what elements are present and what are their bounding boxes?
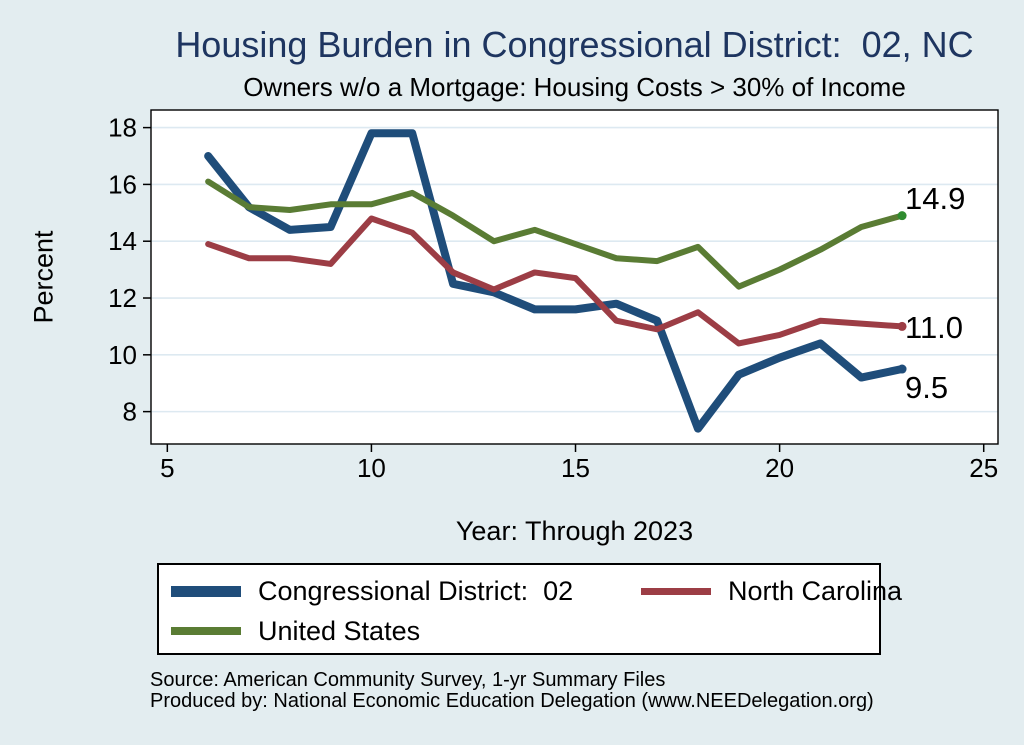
legend-item-congressional-district-02: Congressional District: 02 [171,574,573,608]
series-end-marker-united-states [897,211,907,221]
y-axis-title: Percent [28,230,59,324]
series-end-marker-north-carolina [897,321,907,331]
legend-item-united-states: United States [171,614,420,648]
plot-border [150,109,999,445]
chart-title: Housing Burden in Congressional District… [175,24,974,65]
x-axis-title: Year: Through 2023 [455,516,694,546]
legend: Congressional District: 02 North Carolin… [157,563,902,655]
chart-subtitle: Owners w/o a Mortgage: Housing Costs > 3… [243,72,906,102]
x-tick-label-20: 20 [765,453,794,483]
y-tick-label-18: 18 [108,113,137,143]
series-line-congressional-district-02 [204,129,907,433]
legend-label-united-states: United States [258,615,421,646]
source-note: Source: American Community Survey, 1-yr … [150,669,666,691]
x-tick-label-25: 25 [969,453,998,483]
y-tick-label-8: 8 [123,397,137,427]
end-value-label-district: 9.5 [905,370,949,405]
legend-swatch-district [171,585,241,597]
footer: Source: American Community Survey, 1-yr … [150,670,874,712]
x-tick-label-15: 15 [561,453,590,483]
housing-burden-line-chart: 8 10 12 14 16 18 5 10 15 20 25 [108,109,999,483]
y-tick-label-12: 12 [108,283,137,313]
y-tick-label-14: 14 [108,226,137,256]
legend-swatch-united-states [171,627,241,635]
produced-by-note: Produced by: National Economic Education… [150,690,874,712]
legend-item-north-carolina: North Carolina [641,574,902,608]
x-tick-label-10: 10 [357,453,386,483]
series-line-north-carolina [205,215,906,347]
x-tick-label-5: 5 [160,453,174,483]
end-value-label-north-carolina: 11.0 [905,310,964,345]
legend-swatch-north-carolina [641,587,711,595]
legend-label-north-carolina: North Carolina [728,575,903,606]
series-end-marker-congressional-district-02 [897,364,907,374]
series-line-united-states [205,178,906,290]
end-value-label-united-states: 14.9 [905,181,966,216]
legend-label-district: Congressional District: 02 [258,575,574,606]
y-tick-label-16: 16 [108,169,137,199]
y-tick-label-10: 10 [108,340,137,370]
